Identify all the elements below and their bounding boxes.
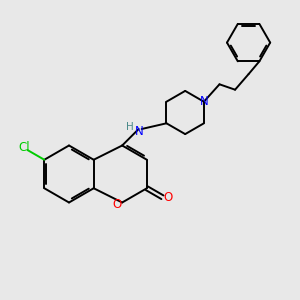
Text: N: N: [200, 95, 208, 108]
Text: Cl: Cl: [18, 141, 30, 154]
Text: H: H: [126, 122, 134, 132]
Text: O: O: [112, 197, 122, 211]
Text: O: O: [163, 191, 172, 204]
Text: N: N: [135, 124, 144, 138]
